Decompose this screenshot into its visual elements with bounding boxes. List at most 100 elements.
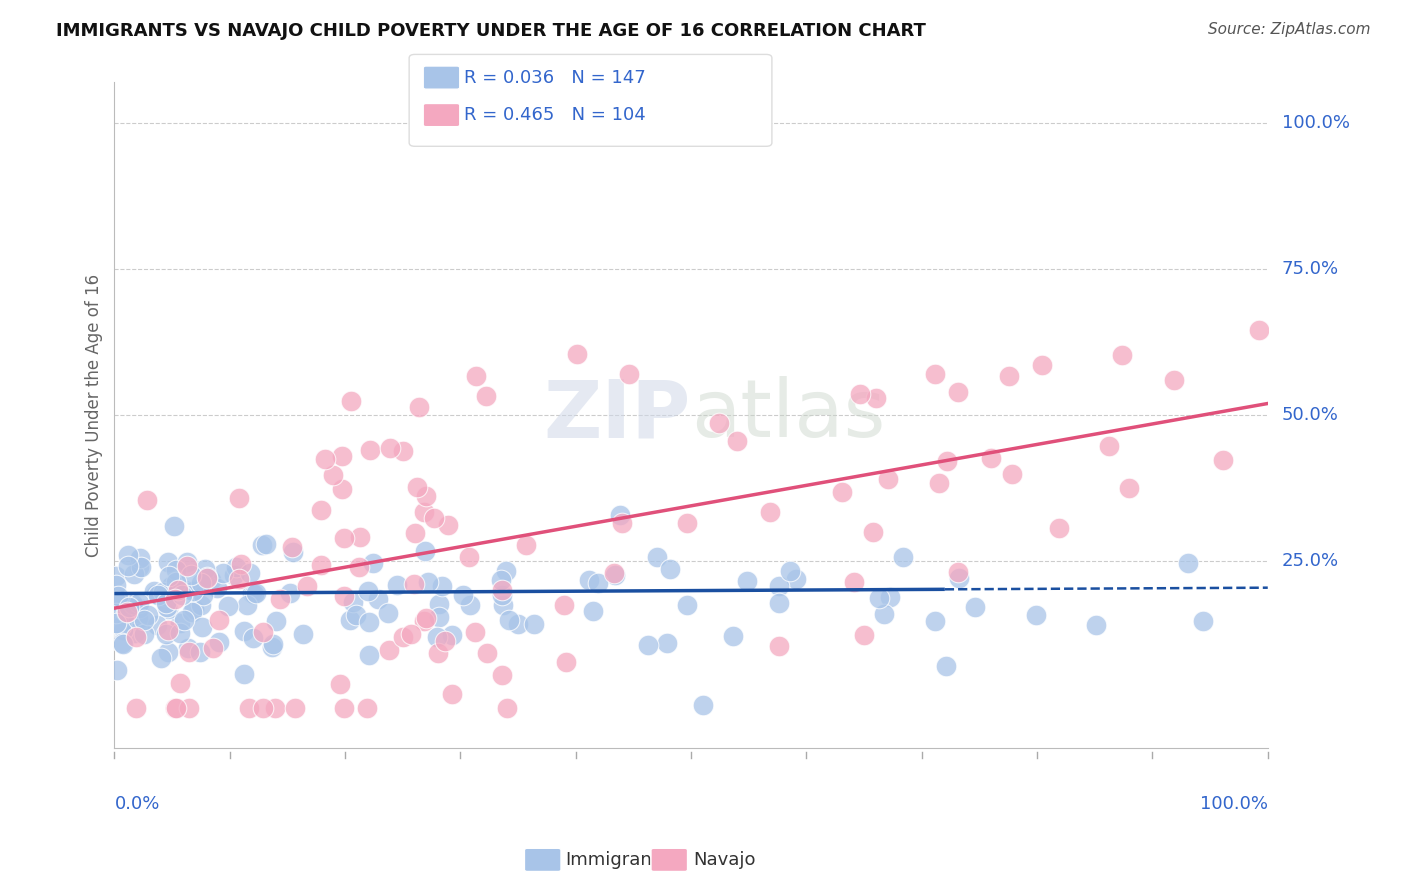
Point bbox=[169, 625, 191, 640]
Text: R = 0.465   N = 104: R = 0.465 N = 104 bbox=[464, 106, 645, 124]
Point bbox=[111, 623, 134, 637]
Point bbox=[190, 575, 212, 590]
Point bbox=[602, 566, 624, 580]
Point bbox=[1031, 359, 1053, 373]
Point bbox=[725, 434, 748, 448]
Point bbox=[239, 566, 262, 581]
Point bbox=[156, 599, 179, 614]
Point bbox=[408, 400, 430, 414]
Point bbox=[359, 648, 381, 662]
Point bbox=[489, 573, 512, 587]
Point bbox=[404, 577, 426, 591]
Point bbox=[125, 631, 148, 645]
Point bbox=[309, 503, 332, 517]
Point bbox=[495, 565, 517, 579]
Point bbox=[415, 489, 437, 503]
Point bbox=[231, 557, 253, 571]
Point bbox=[496, 700, 519, 714]
Point bbox=[1247, 323, 1270, 337]
Point bbox=[107, 589, 129, 603]
Point bbox=[278, 586, 301, 600]
Point bbox=[217, 599, 239, 613]
Point bbox=[155, 627, 177, 641]
Point bbox=[768, 639, 790, 653]
Point bbox=[586, 575, 609, 590]
Point bbox=[314, 451, 336, 466]
Point bbox=[136, 492, 159, 507]
Point bbox=[378, 643, 401, 657]
Point bbox=[165, 700, 187, 714]
Point bbox=[212, 566, 235, 580]
Point bbox=[284, 700, 307, 714]
Point bbox=[104, 569, 127, 583]
Text: Navajo: Navajo bbox=[693, 851, 755, 869]
Point bbox=[134, 627, 156, 641]
Point bbox=[333, 531, 356, 545]
Point bbox=[264, 700, 287, 714]
Point bbox=[862, 524, 884, 539]
Point bbox=[177, 700, 200, 714]
Point bbox=[412, 614, 434, 628]
Point bbox=[441, 686, 464, 700]
Point bbox=[173, 613, 195, 627]
Point bbox=[965, 600, 987, 615]
Point bbox=[340, 393, 363, 408]
Point bbox=[191, 620, 214, 634]
Point bbox=[254, 537, 277, 551]
Point bbox=[128, 596, 150, 610]
Point bbox=[170, 588, 193, 602]
Point bbox=[233, 666, 256, 681]
Point bbox=[183, 601, 205, 615]
Point bbox=[339, 613, 361, 627]
Point bbox=[180, 568, 202, 582]
Point bbox=[169, 676, 191, 690]
Point bbox=[676, 598, 699, 612]
Point bbox=[228, 491, 250, 506]
Point bbox=[122, 597, 145, 611]
Point bbox=[309, 558, 332, 572]
Point bbox=[413, 543, 436, 558]
Point bbox=[128, 560, 150, 574]
Point bbox=[427, 610, 450, 624]
Text: atlas: atlas bbox=[692, 376, 886, 454]
Point bbox=[553, 599, 575, 613]
Point bbox=[250, 538, 273, 552]
Point bbox=[1192, 614, 1215, 628]
Point bbox=[465, 368, 488, 383]
Point bbox=[412, 505, 434, 519]
Point bbox=[165, 592, 187, 607]
Point bbox=[1118, 482, 1140, 496]
Point bbox=[998, 369, 1021, 384]
Point bbox=[342, 595, 364, 609]
Point bbox=[344, 607, 367, 622]
Text: 0.0%: 0.0% bbox=[114, 795, 160, 814]
Point bbox=[143, 584, 166, 599]
Point bbox=[146, 588, 169, 602]
Point bbox=[831, 485, 853, 500]
Point bbox=[1098, 440, 1121, 454]
Point bbox=[609, 508, 631, 522]
Point bbox=[475, 646, 498, 660]
Point bbox=[498, 613, 520, 627]
Point bbox=[554, 655, 576, 669]
Point bbox=[159, 579, 181, 593]
Point bbox=[378, 442, 401, 456]
Point bbox=[236, 598, 259, 612]
Point bbox=[104, 578, 127, 592]
Point bbox=[127, 610, 149, 624]
Point bbox=[181, 605, 204, 619]
Point bbox=[347, 559, 370, 574]
Point bbox=[359, 442, 381, 457]
Point bbox=[105, 606, 128, 620]
Point bbox=[491, 588, 513, 602]
Point bbox=[453, 588, 475, 602]
Point bbox=[233, 624, 256, 638]
Point bbox=[842, 575, 865, 590]
Point bbox=[610, 516, 633, 531]
Text: R = 0.036   N = 147: R = 0.036 N = 147 bbox=[464, 69, 645, 87]
Point bbox=[1025, 608, 1047, 623]
Point bbox=[928, 475, 950, 490]
Point bbox=[205, 581, 228, 595]
Point bbox=[176, 558, 198, 573]
Point bbox=[423, 510, 446, 524]
